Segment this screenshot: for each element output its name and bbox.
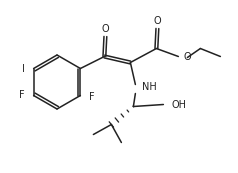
Text: OH: OH	[171, 99, 186, 110]
Text: O: O	[154, 16, 161, 25]
Text: I: I	[22, 63, 25, 74]
Text: F: F	[89, 93, 95, 102]
Text: NH: NH	[142, 83, 157, 93]
Text: O: O	[102, 24, 109, 34]
Text: O: O	[183, 52, 191, 62]
Text: F: F	[19, 90, 25, 101]
